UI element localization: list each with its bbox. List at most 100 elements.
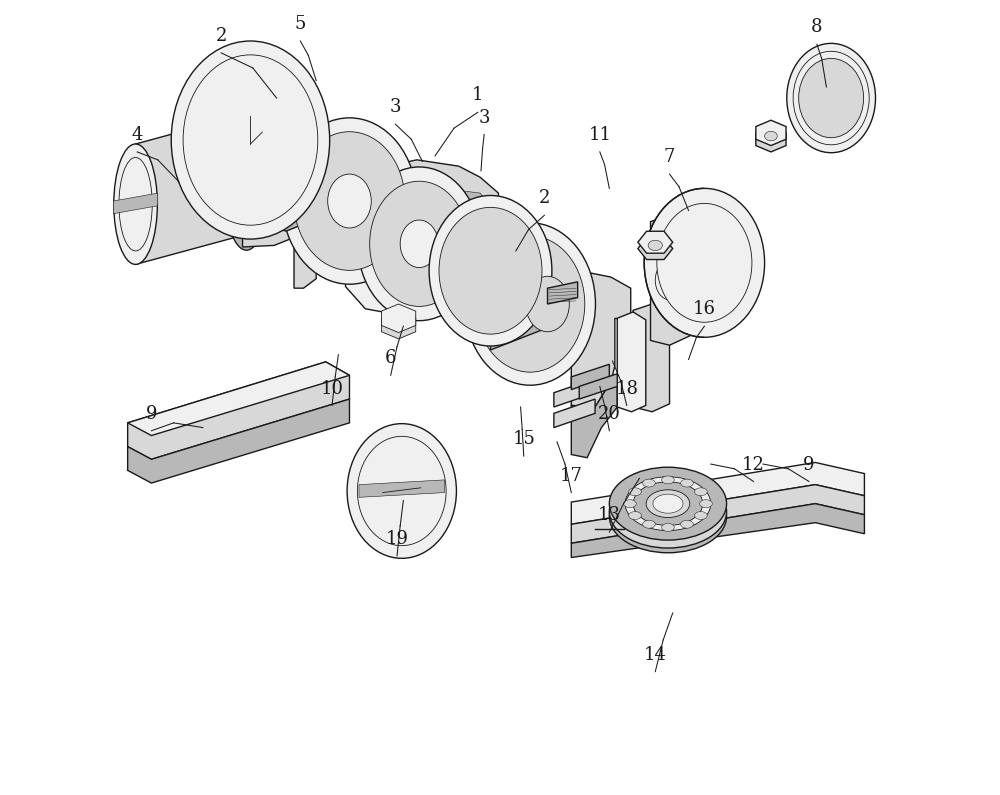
Text: 4: 4: [131, 126, 143, 144]
Ellipse shape: [695, 511, 707, 519]
Text: 5: 5: [295, 15, 306, 33]
Polygon shape: [113, 193, 158, 214]
Text: 9: 9: [803, 456, 815, 474]
Ellipse shape: [644, 188, 765, 337]
Ellipse shape: [765, 131, 777, 141]
Text: 1: 1: [472, 87, 484, 104]
Text: 12: 12: [742, 456, 765, 474]
Ellipse shape: [643, 520, 655, 528]
Polygon shape: [571, 463, 864, 524]
Ellipse shape: [429, 196, 552, 346]
Ellipse shape: [653, 494, 683, 513]
Polygon shape: [346, 215, 498, 318]
Polygon shape: [136, 114, 246, 265]
Polygon shape: [638, 238, 673, 259]
Polygon shape: [651, 215, 690, 345]
Text: 9: 9: [146, 405, 157, 423]
Polygon shape: [638, 231, 673, 253]
Text: 14: 14: [644, 646, 667, 664]
Polygon shape: [571, 364, 609, 390]
Text: 20: 20: [598, 405, 621, 423]
Ellipse shape: [119, 157, 152, 251]
Ellipse shape: [225, 130, 268, 250]
Polygon shape: [756, 120, 786, 145]
Ellipse shape: [662, 476, 674, 484]
Ellipse shape: [695, 488, 707, 496]
Polygon shape: [554, 399, 595, 428]
Polygon shape: [571, 504, 864, 557]
Ellipse shape: [282, 118, 417, 284]
Ellipse shape: [400, 220, 438, 268]
Polygon shape: [579, 374, 617, 399]
Polygon shape: [246, 80, 254, 200]
Polygon shape: [381, 304, 416, 332]
Polygon shape: [353, 185, 490, 223]
Polygon shape: [617, 312, 646, 412]
Ellipse shape: [655, 261, 685, 300]
Text: 18: 18: [615, 379, 638, 398]
Text: 2: 2: [215, 27, 227, 45]
Polygon shape: [571, 485, 864, 543]
Ellipse shape: [294, 132, 405, 270]
Ellipse shape: [526, 277, 569, 332]
Polygon shape: [128, 362, 349, 460]
Polygon shape: [548, 282, 578, 304]
Ellipse shape: [799, 58, 864, 138]
Ellipse shape: [475, 236, 585, 372]
Ellipse shape: [465, 223, 595, 386]
Ellipse shape: [629, 488, 641, 496]
Ellipse shape: [328, 174, 371, 228]
Polygon shape: [571, 382, 617, 458]
Text: 19: 19: [386, 530, 409, 548]
Ellipse shape: [358, 167, 481, 320]
Ellipse shape: [700, 500, 712, 508]
Ellipse shape: [171, 41, 330, 239]
Text: 3: 3: [390, 99, 401, 116]
Text: 7: 7: [664, 148, 675, 166]
Ellipse shape: [622, 488, 714, 545]
Text: 13: 13: [598, 506, 621, 524]
Ellipse shape: [662, 523, 674, 531]
Ellipse shape: [643, 479, 655, 487]
Text: 2: 2: [539, 189, 550, 207]
Polygon shape: [756, 126, 786, 152]
Ellipse shape: [347, 424, 456, 558]
Ellipse shape: [648, 240, 662, 250]
Polygon shape: [346, 160, 498, 249]
Polygon shape: [243, 136, 294, 247]
Ellipse shape: [183, 55, 318, 225]
Polygon shape: [128, 399, 349, 483]
Text: 16: 16: [693, 301, 716, 318]
Ellipse shape: [624, 500, 636, 508]
Text: 17: 17: [560, 467, 583, 485]
Polygon shape: [262, 193, 302, 207]
Ellipse shape: [609, 480, 727, 553]
Ellipse shape: [510, 278, 551, 330]
Text: 15: 15: [512, 430, 535, 448]
Polygon shape: [359, 480, 445, 498]
Ellipse shape: [370, 181, 469, 306]
Text: 11: 11: [588, 126, 611, 144]
Text: 6: 6: [385, 349, 396, 367]
Polygon shape: [128, 362, 349, 436]
Ellipse shape: [625, 477, 711, 530]
Ellipse shape: [646, 490, 690, 518]
Text: 8: 8: [811, 18, 823, 37]
Ellipse shape: [681, 479, 693, 487]
Ellipse shape: [657, 204, 752, 322]
Ellipse shape: [609, 475, 727, 548]
Ellipse shape: [793, 52, 869, 145]
Polygon shape: [381, 310, 416, 339]
Polygon shape: [554, 378, 595, 407]
Polygon shape: [633, 304, 670, 412]
Polygon shape: [262, 193, 302, 231]
Ellipse shape: [357, 436, 446, 545]
Ellipse shape: [633, 482, 703, 525]
Polygon shape: [294, 138, 330, 288]
Ellipse shape: [114, 144, 157, 265]
Ellipse shape: [439, 207, 542, 334]
Polygon shape: [490, 281, 548, 350]
Text: 10: 10: [321, 379, 344, 398]
Ellipse shape: [629, 511, 641, 519]
Ellipse shape: [787, 44, 876, 153]
